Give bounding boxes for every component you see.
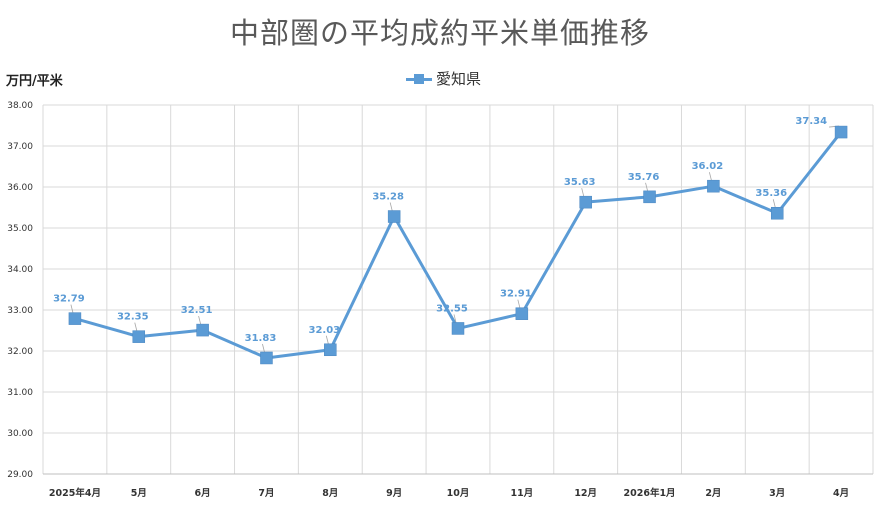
x-tick-label: 6月 <box>195 488 211 499</box>
data-label: 35.76 <box>628 172 660 183</box>
y-tick-label: 31.00 <box>7 388 33 398</box>
data-label: 32.51 <box>181 305 213 316</box>
data-point-marker <box>707 179 720 193</box>
chart-title: 中部圏の平均成約平米単価推移 <box>229 16 650 50</box>
data-label: 35.36 <box>755 188 787 199</box>
data-point-marker <box>68 312 82 325</box>
data-label-leader <box>772 199 776 208</box>
x-tick-label: 3月 <box>769 488 785 499</box>
x-tick-label: 5月 <box>131 488 147 499</box>
data-label-leader <box>70 304 74 313</box>
y-tick-label: 34.00 <box>7 265 33 275</box>
data-label-leader <box>581 188 585 197</box>
x-tick-label: 12月 <box>574 488 597 499</box>
data-label: 32.03 <box>308 325 340 336</box>
data-label-leader <box>325 335 329 344</box>
y-axis-unit-label: 万円/平米 <box>6 74 63 89</box>
y-tick-label: 30.00 <box>7 429 33 439</box>
data-point-marker <box>132 330 146 343</box>
x-tick-label: 9月 <box>386 488 402 499</box>
data-label-leader <box>262 343 265 353</box>
y-tick-label: 36.00 <box>7 183 33 193</box>
y-tick-label: 29.00 <box>7 470 33 480</box>
data-point-marker <box>834 125 848 139</box>
data-point-marker <box>260 351 273 365</box>
data-point-marker <box>770 206 784 220</box>
data-label-leader <box>517 299 521 308</box>
data-point-marker <box>643 190 656 204</box>
data-point-marker <box>324 343 337 357</box>
data-label: 36.02 <box>692 161 724 172</box>
y-tick-label: 38.00 <box>7 101 33 111</box>
x-tick-label: 4月 <box>833 488 849 499</box>
data-label-leader <box>389 202 393 211</box>
x-tick-label: 7月 <box>258 488 274 499</box>
x-tick-label: 10月 <box>447 488 470 499</box>
data-point-marker <box>387 210 401 223</box>
data-label: 37.34 <box>795 116 827 127</box>
data-point-marker <box>196 323 209 337</box>
data-label-leader <box>453 314 457 323</box>
y-tick-label: 32.00 <box>7 347 33 357</box>
x-tick-label: 8月 <box>322 488 338 499</box>
data-label: 31.83 <box>245 333 277 344</box>
y-tick-label: 35.00 <box>7 224 33 234</box>
data-label-leader <box>134 322 138 331</box>
data-label: 32.35 <box>117 312 149 323</box>
y-tick-label: 33.00 <box>7 306 33 316</box>
legend-swatch-icon <box>406 72 432 86</box>
data-point-marker <box>451 322 465 335</box>
data-label: 32.79 <box>53 294 85 305</box>
data-label: 35.28 <box>372 192 404 203</box>
legend-label: 愛知県 <box>436 70 482 88</box>
legend: 愛知県 <box>406 68 481 89</box>
data-label-leader <box>708 172 712 181</box>
data-label: 32.55 <box>436 303 468 314</box>
data-label: 32.91 <box>500 289 532 300</box>
data-point-marker <box>515 307 529 320</box>
data-label: 35.63 <box>564 177 596 188</box>
data-point-marker <box>579 195 592 209</box>
x-tick-label: 2025年4月 <box>49 487 101 499</box>
data-label-leader <box>198 315 202 325</box>
data-label-leader <box>645 182 648 191</box>
x-tick-label: 2月 <box>705 488 721 499</box>
x-tick-label: 2026年1月 <box>624 487 676 499</box>
x-tick-label: 11月 <box>510 488 533 499</box>
y-tick-label: 37.00 <box>7 142 33 152</box>
